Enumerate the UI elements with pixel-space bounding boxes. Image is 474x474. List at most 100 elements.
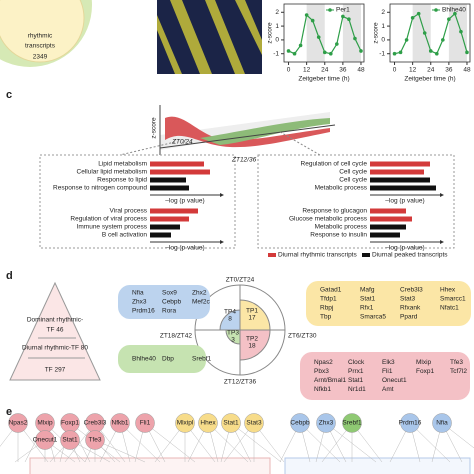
tp-count: 18 [248, 343, 256, 350]
tp-count: 3 [231, 337, 235, 344]
plot-frame [283, 3, 365, 63]
x-tick-label: 12 [303, 67, 311, 74]
gene-label: Bhlhe40 [132, 356, 156, 363]
point [434, 51, 439, 56]
tf-node [198, 413, 218, 433]
term-label: Cell cycle [339, 169, 367, 176]
point [304, 13, 309, 17]
tf-node [60, 430, 80, 450]
point [298, 43, 303, 48]
gene-label: Dbp [162, 356, 174, 363]
zt-label: ZT18/ZT42 [160, 333, 193, 340]
point [441, 38, 445, 42]
term-label: Metabolic process [315, 224, 368, 231]
point [286, 49, 291, 53]
tf-label: Prdm16 [399, 420, 422, 427]
gene-box [300, 352, 470, 400]
legend-swatch [328, 8, 332, 12]
point [422, 31, 427, 35]
x-tick-label: 24 [427, 67, 435, 74]
axis-arrow [220, 193, 224, 197]
tp-count: 8 [228, 316, 232, 323]
term-label: Response to glucagon [302, 208, 367, 215]
gene-box [118, 345, 206, 373]
x-tick-label: 0 [287, 67, 291, 74]
legend-swatch [268, 253, 276, 257]
gene-label: Tcf7l2 [450, 368, 467, 375]
zt-label: ZT0/ZT24 [226, 277, 255, 284]
tf-node [8, 413, 28, 433]
gene-label: Foxp1 [416, 368, 434, 375]
tf-label: Srebf1 [342, 420, 362, 427]
x-axis-label: –log (p value) [385, 245, 424, 252]
x-axis-label: Zeitgeber time (h) [298, 76, 349, 83]
pyramid [9, 281, 101, 381]
tf-label: Hhex [200, 420, 216, 427]
gene-label: Mafg [360, 287, 375, 294]
gene-label: Mlxip [416, 359, 432, 366]
pyramid-label: Dominant rhythmic- [27, 317, 83, 324]
edge [230, 422, 282, 463]
point [341, 14, 345, 19]
point [459, 29, 463, 34]
gene-label: Onecut1 [382, 377, 407, 384]
gene-label: Creb3l3 [400, 287, 423, 294]
point [416, 11, 421, 16]
gene-label: Clock [348, 359, 365, 366]
point [404, 38, 409, 42]
connector [119, 131, 321, 156]
tp-name: TP3 [227, 330, 239, 337]
tf-node [175, 413, 195, 433]
bar [370, 208, 406, 214]
tf-label: Fli1 [140, 420, 151, 427]
panel-label: d [6, 270, 13, 282]
y-tick-label: 2 [275, 9, 279, 16]
point [292, 51, 297, 56]
gene-label: Stat1 [360, 296, 376, 303]
point [410, 16, 415, 20]
zt-label: ZT0/24 [171, 139, 193, 146]
pyramid-label: TF 46 [47, 327, 64, 334]
tp-name: TP1 [246, 308, 258, 315]
go-box [39, 154, 236, 249]
tf-label: Tfe3 [88, 437, 101, 444]
x-axis-label: –log (p value) [385, 198, 424, 205]
bar [370, 161, 430, 167]
point [316, 35, 321, 39]
x-tick-label: 36 [339, 67, 347, 74]
gene-label: Tfdp1 [320, 296, 337, 303]
tp-count: 17 [248, 315, 256, 322]
legend-label: Per1 [336, 7, 350, 14]
venn-inner [0, 0, 85, 63]
bar [150, 169, 210, 175]
shaded-band [412, 4, 431, 62]
term-label: Metabolic process [315, 185, 368, 192]
bar [150, 185, 189, 191]
venn-label: transcripts [25, 43, 56, 50]
pyramid-label: Diurnal rhythmic-TF 80 [22, 345, 88, 352]
tf-node [316, 413, 336, 433]
legend-label: Diurnal rhythmic transcripts [278, 252, 357, 259]
y-axis-label: z-score [151, 117, 158, 139]
shaded-band [306, 4, 325, 62]
bar [370, 177, 430, 183]
gene-label: Nfkb1 [314, 386, 331, 393]
x-tick-label: 48 [463, 67, 471, 74]
tf-label: Zhx3 [319, 420, 334, 427]
venn-count: 2349 [33, 54, 48, 61]
y-tick-label: -1 [273, 50, 279, 57]
gene-label: Fli1 [382, 368, 393, 375]
zt-label: ZT12/36 [231, 157, 257, 164]
go-box [257, 154, 455, 249]
zt-label: ZT12/ZT36 [224, 379, 257, 386]
point [392, 51, 397, 56]
gene-label: Prrx1 [348, 368, 364, 375]
x-axis-label: –log (p value) [165, 245, 204, 252]
legend-label: Bhlhe40 [442, 7, 466, 14]
tf-label: Stat3 [246, 420, 262, 427]
gene-box [118, 285, 210, 319]
bar [370, 169, 424, 175]
term-label: Cell cycle [339, 177, 367, 184]
y-axis-label: z-score [373, 22, 380, 44]
bar [370, 232, 400, 238]
